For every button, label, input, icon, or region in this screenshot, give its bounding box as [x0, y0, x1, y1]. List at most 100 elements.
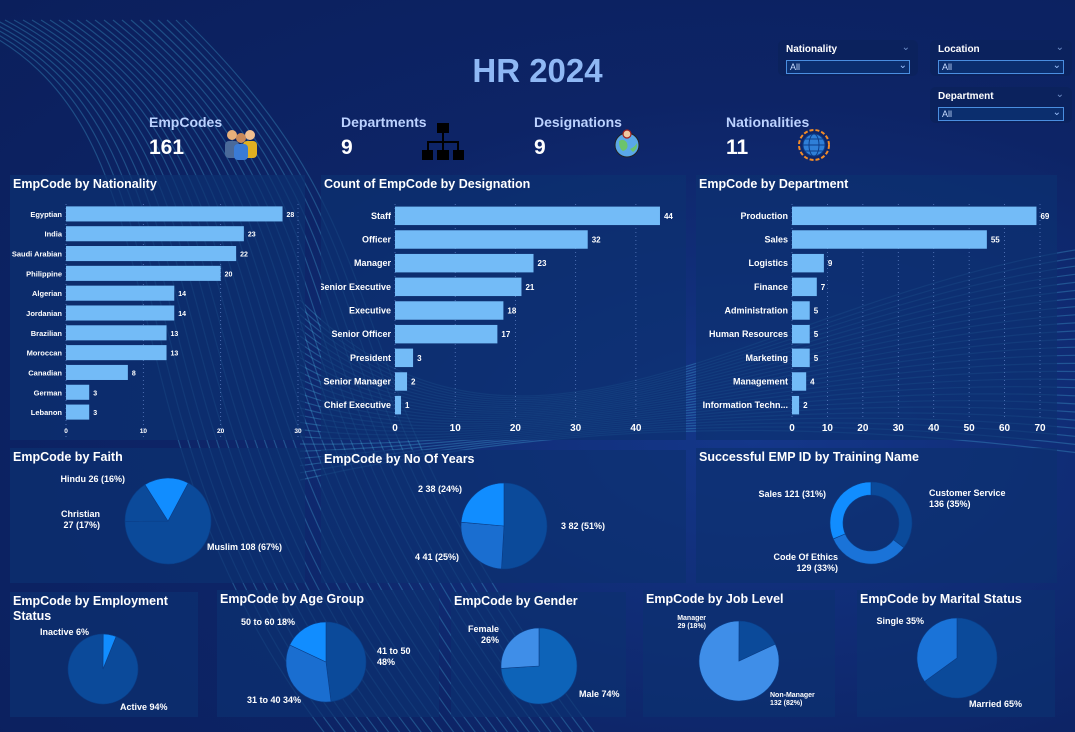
department-dropdown[interactable]: All ⌄: [938, 107, 1064, 121]
category-label: Human Resources: [709, 329, 788, 339]
data-label: Male 74%: [579, 689, 620, 699]
pie-slice: [289, 621, 327, 663]
pie-slice: [325, 621, 367, 703]
bar: [395, 348, 414, 368]
pie-slice: [102, 633, 117, 670]
data-label: 4 41 (25%): [415, 552, 459, 562]
bar: [792, 277, 817, 297]
category-label: German: [34, 388, 63, 397]
data-label: Active 94%: [120, 702, 168, 712]
kpi-departments: Departments 9: [341, 114, 427, 160]
category-label: Saudi Arabian: [12, 250, 63, 259]
x-tick-label: 30: [294, 428, 302, 435]
data-label: Customer Service: [929, 488, 1006, 498]
dropdown-value: All: [942, 109, 953, 119]
globe-person-icon: [614, 129, 640, 158]
data-label: 50 to 60 18%: [241, 617, 295, 627]
bar: [66, 384, 90, 400]
data-label: 26%: [481, 635, 499, 645]
data-label: Muslim 108 (67%): [207, 542, 282, 552]
data-label: 31 to 40 34%: [247, 695, 301, 705]
data-label: 136 (35%): [929, 499, 971, 509]
kpi-value: 9: [341, 136, 353, 159]
bar: [66, 364, 128, 380]
pie-chart-faith: Muslim 108 (67%) Hindu 26 (16%) Christian2…: [60, 474, 282, 565]
chevron-down-icon: ⌄: [1052, 60, 1061, 71]
chart-panel-department: EmpCode by Department 0 10 20 30 40 50 60 70 Pro…: [696, 175, 1057, 440]
category-label: Information Techn...: [703, 400, 788, 410]
category-label: President: [350, 353, 391, 363]
category-label: Egyptian: [30, 210, 62, 219]
chevron-down-icon[interactable]: ⌄: [1055, 89, 1064, 100]
data-label: Christian: [61, 509, 100, 519]
slicer-label: Location: [938, 44, 980, 55]
pie-slice: [124, 482, 212, 565]
data-label: 22: [240, 252, 248, 259]
bar: [792, 206, 1037, 226]
category-label: Sales: [764, 235, 788, 245]
data-label: Code Of Ethics: [773, 552, 838, 562]
chart-title: EmpCode by Marital Status: [860, 592, 1022, 606]
bar: [66, 265, 221, 281]
category-label: Staff: [371, 211, 392, 221]
category-label: Executive: [349, 306, 391, 316]
bar: [66, 226, 244, 242]
data-label: Female: [468, 624, 499, 634]
people-icon: [225, 130, 257, 160]
category-label: Chief Executive: [324, 400, 391, 410]
category-label: Philippine: [26, 269, 62, 278]
x-tick-label: 40: [630, 423, 642, 434]
x-tick-label: 30: [570, 423, 582, 434]
data-label: 9: [828, 259, 833, 268]
nationality-dropdown[interactable]: All ⌄: [786, 60, 910, 74]
data-label: 4: [810, 378, 815, 387]
pie-chart-years: 3 82 (51%) 4 41 (25%) 2 38 (24%): [415, 482, 605, 570]
kpi-label: Designations: [534, 114, 622, 130]
category-label: Brazilian: [31, 329, 63, 338]
bar: [395, 253, 534, 273]
chart-panel-marital: EmpCode by Marital Status Married 65% Sin…: [857, 590, 1055, 717]
pie-slice: [738, 620, 776, 662]
kpi-value: 11: [726, 136, 749, 159]
kpi-empcodes: EmpCodes 161: [149, 114, 222, 160]
data-label: 129 (33%): [796, 563, 838, 573]
chart-panel-training: Successful EMP ID by Training Name Custo…: [696, 448, 1057, 583]
data-label: 23: [248, 232, 256, 239]
x-tick-label: 10: [450, 423, 462, 434]
data-label: 41 to 50: [377, 646, 411, 656]
chart-title: Count of EmpCode by Designation: [324, 177, 531, 191]
bar: [66, 206, 283, 222]
chart-title: Successful EMP ID by Training Name: [699, 450, 919, 464]
bar-chart-nationality: 0 10 20 30 Egyptian 28 India 23 Saudi Arabian 22 P…: [12, 204, 302, 440]
dropdown-value: All: [790, 62, 801, 72]
location-slicer[interactable]: Location ⌄ All ⌄: [930, 40, 1072, 76]
location-dropdown[interactable]: All ⌄: [938, 60, 1064, 74]
bar: [395, 324, 498, 344]
data-label: 3: [93, 410, 97, 417]
data-label: Inactive 6%: [40, 627, 89, 637]
department-slicer[interactable]: Department ⌄ All ⌄: [930, 87, 1072, 123]
x-tick-label: 0: [789, 423, 795, 434]
data-label: 69: [1040, 212, 1049, 221]
chart-panel-age: EmpCode by Age Group 41 to 50 48% 31 to 40…: [217, 590, 439, 717]
category-label: Officer: [362, 235, 392, 245]
x-tick-label: 0: [392, 423, 398, 434]
kpi-label: EmpCodes: [149, 114, 223, 130]
bar: [66, 305, 175, 321]
pie-chart-employment: Active 94% Inactive 6%: [40, 627, 168, 712]
chevron-down-icon[interactable]: ⌄: [901, 42, 910, 53]
bar: [395, 301, 504, 320]
data-label: 14: [178, 291, 186, 298]
pie-slice: [460, 521, 505, 570]
category-label: Production: [741, 211, 789, 221]
bar: [66, 285, 175, 301]
bar: [792, 301, 810, 320]
data-label: 44: [664, 212, 673, 221]
data-label: 55: [991, 236, 1000, 245]
x-tick-label: 0: [64, 428, 68, 435]
chart-panel-nationality: EmpCode by Nationality 0 10 20 30 Egyptian 28…: [10, 175, 305, 440]
chart-title: EmpCode by Nationality: [13, 177, 157, 191]
chevron-down-icon[interactable]: ⌄: [1055, 42, 1064, 53]
nationality-slicer[interactable]: Nationality ⌄ All ⌄: [778, 40, 918, 76]
